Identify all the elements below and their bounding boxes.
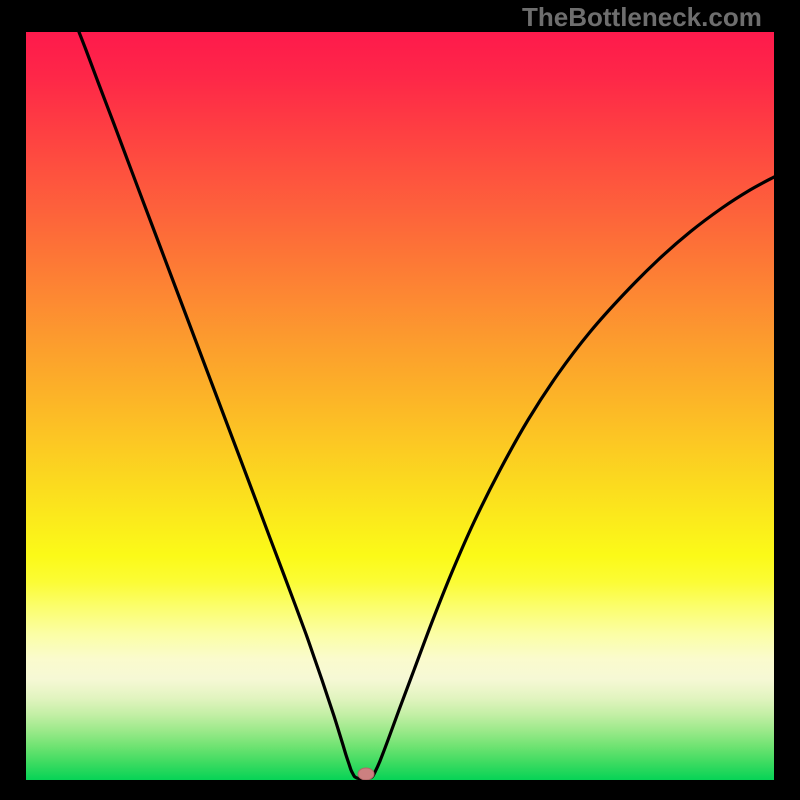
optimum-marker [358,768,374,780]
watermark-text: TheBottleneck.com [522,2,762,33]
bottleneck-curve [79,32,774,779]
curve-layer [26,32,774,780]
plot-area [26,32,774,780]
